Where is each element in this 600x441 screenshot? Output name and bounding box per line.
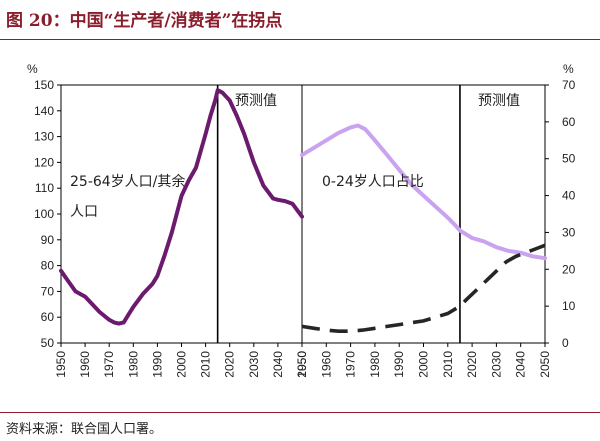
left-y-tick-label: 120 bbox=[34, 155, 54, 169]
annotation-share-label: 0-24岁人口占比 bbox=[322, 174, 424, 190]
right-x-tick-label: 1990 bbox=[392, 351, 406, 378]
series-line-ratio-25-64 bbox=[59, 88, 304, 326]
left-x-tick-label: 2000 bbox=[175, 351, 189, 378]
right-y-unit: % bbox=[563, 62, 574, 76]
right-y-tick-label: 0 bbox=[562, 336, 569, 350]
annotation-ratio-label-line1: 25-64岁人口/其余 bbox=[70, 173, 185, 190]
series-line-share-0-24 bbox=[300, 123, 547, 261]
right-y-tick-label: 50 bbox=[562, 152, 576, 166]
series-group bbox=[59, 88, 547, 333]
left-x-tick-label: 2030 bbox=[247, 351, 261, 378]
right-y-tick-label: 10 bbox=[562, 299, 576, 313]
left-y-tick-label: 80 bbox=[41, 259, 55, 273]
left-x-tick-label: 1980 bbox=[126, 351, 140, 378]
series-line-dashed bbox=[301, 243, 546, 333]
left-x-tick-label: 2010 bbox=[199, 351, 213, 378]
right-x-tick-label: 1960 bbox=[319, 351, 333, 378]
right-x-tick-label: 2050 bbox=[538, 351, 552, 378]
left-y-tick-label: 70 bbox=[41, 284, 55, 298]
annotation-forecast-right: 预测值 bbox=[478, 93, 520, 109]
left-y-unit: % bbox=[27, 62, 38, 76]
left-x-tick-label: 2040 bbox=[271, 351, 285, 378]
left-x-tick-label: 2050 bbox=[295, 351, 309, 378]
right-x-tick-label: 2020 bbox=[465, 351, 479, 378]
right-x-tick-label: 2010 bbox=[441, 351, 455, 378]
right-y-tick-label: 30 bbox=[562, 225, 576, 239]
left-y-tick-label: 110 bbox=[35, 181, 54, 195]
left-y-tick-label: 130 bbox=[34, 130, 54, 144]
source-divider bbox=[0, 412, 600, 413]
right-y-tick-label: 60 bbox=[562, 115, 576, 129]
chart-frame-group bbox=[57, 84, 549, 347]
left-y-tick-label: 60 bbox=[41, 310, 55, 324]
left-x-tick-label: 1990 bbox=[150, 351, 164, 378]
right-x-tick-label: 1950 bbox=[295, 351, 309, 378]
right-y-tick-label: 70 bbox=[562, 78, 576, 92]
source-note: 资料来源：联合国人口署。 bbox=[6, 422, 163, 437]
left-y-tick-label: 90 bbox=[41, 233, 55, 247]
right-x-tick-label: 1980 bbox=[368, 351, 382, 378]
left-x-tick-label: 1960 bbox=[78, 351, 92, 378]
left-y-tick-label: 100 bbox=[34, 207, 54, 221]
right-y-tick-label: 20 bbox=[562, 262, 576, 276]
left-y-tick-label: 50 bbox=[41, 336, 55, 350]
right-x-tick-label: 1970 bbox=[344, 351, 358, 378]
right-y-tick-label: 40 bbox=[562, 189, 576, 203]
right-x-tick-label: 2000 bbox=[417, 351, 431, 378]
left-y-tick-label: 150 bbox=[34, 78, 54, 92]
left-y-tick-label: 140 bbox=[34, 104, 54, 118]
annotation-forecast-left: 预测值 bbox=[235, 93, 277, 109]
title-divider bbox=[0, 39, 600, 40]
figure-title: 图 20：中国“生产者/消费者”在拐点 bbox=[6, 11, 283, 31]
annotation-ratio-label-line2: 人口 bbox=[70, 204, 98, 220]
right-x-tick-label: 2030 bbox=[489, 351, 503, 378]
left-x-tick-label: 1970 bbox=[102, 351, 116, 378]
left-x-tick-label: 1950 bbox=[54, 351, 68, 378]
tick-label-group: 5060708090100110120130140150%01020304050… bbox=[27, 62, 576, 378]
right-x-tick-label: 2040 bbox=[514, 351, 528, 378]
left-x-tick-label: 2020 bbox=[223, 351, 237, 378]
